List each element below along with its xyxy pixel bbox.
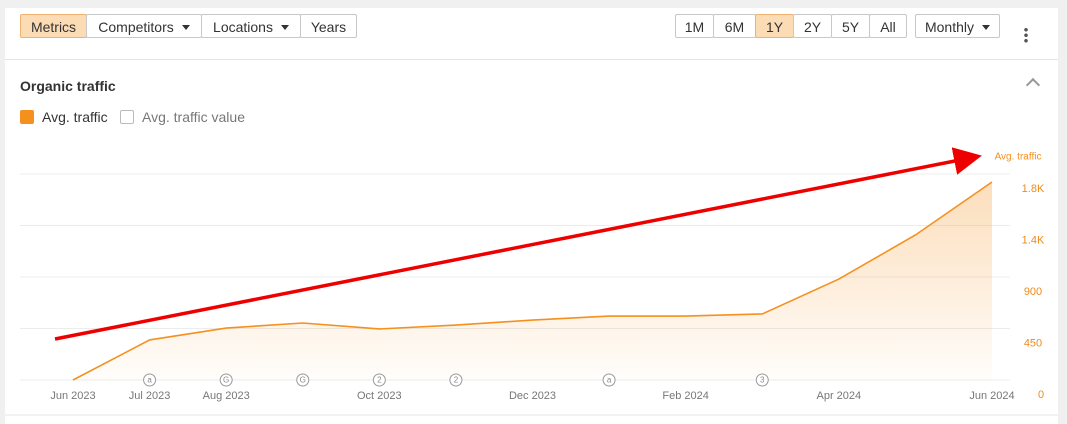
- event-marker-label: 3: [760, 376, 765, 385]
- checkbox-label: Avg. traffic value: [142, 109, 245, 125]
- tab[interactable]: Competitors: [86, 14, 202, 38]
- tab[interactable]: Years: [300, 14, 357, 38]
- range[interactable]: All: [869, 14, 907, 38]
- divider: [5, 59, 1058, 60]
- event-marker: [372, 373, 386, 387]
- annotation-arrow: [54, 147, 982, 341]
- line: [72, 181, 993, 381]
- range[interactable]: 5Y: [831, 14, 870, 38]
- event-marker-label: a: [147, 376, 152, 385]
- x-tick-label: Apr 2024: [817, 390, 862, 402]
- event-marker-label: G: [300, 376, 306, 385]
- tab-label: Locations: [213, 19, 273, 35]
- panel-title: Organic traffic: [20, 78, 116, 94]
- event-marker: [602, 373, 616, 387]
- event-marker-label: a: [607, 376, 612, 385]
- x-tick-label: Jun 2024: [969, 390, 1014, 402]
- tab-label: Years: [310, 19, 347, 35]
- y-tick-label: 1.8K: [1022, 183, 1045, 195]
- event-marker: [449, 373, 463, 387]
- event-marker-label: 2: [377, 376, 382, 385]
- range-label: All: [880, 19, 896, 35]
- x-tick-label: Oct 2023: [357, 390, 402, 402]
- event-marker: [296, 373, 310, 387]
- legend-label: Avg. traffic: [995, 152, 1042, 163]
- more-menu[interactable]: [1024, 27, 1028, 43]
- interval-select[interactable]: Monthly: [915, 14, 1000, 38]
- tab[interactable]: Metrics: [20, 14, 87, 38]
- range-label: 2Y: [803, 19, 822, 35]
- checkbox[interactable]: Avg. traffic value: [120, 109, 245, 125]
- x-tick-label: Feb 2024: [662, 390, 708, 402]
- tab-label: Competitors: [98, 19, 174, 35]
- x-tick-label: Dec 2023: [509, 390, 556, 402]
- range[interactable]: 2Y: [793, 14, 832, 38]
- checkbox-label: Avg. traffic: [42, 109, 108, 125]
- event-marker: [219, 373, 233, 387]
- y-tick-label: 450: [1024, 337, 1042, 349]
- area: [73, 182, 992, 380]
- y-tick-label: 1.4K: [1022, 234, 1045, 246]
- tab-label: Metrics: [30, 19, 77, 35]
- range[interactable]: 6M: [713, 14, 756, 38]
- y-tick-label: 900: [1024, 286, 1042, 298]
- range-label: 1Y: [765, 19, 784, 35]
- event-marker: [143, 373, 157, 387]
- x-tick-label: Aug 2023: [203, 390, 250, 402]
- y-tick-label: 0: [1038, 389, 1044, 401]
- x-tick-label: Jun 2023: [50, 390, 95, 402]
- event-marker-label: G: [223, 376, 229, 385]
- range-label: 1M: [684, 19, 705, 35]
- range-label: 5Y: [841, 19, 860, 35]
- checkbox[interactable]: Avg. traffic: [20, 109, 108, 125]
- range-label: 6M: [724, 19, 745, 35]
- range[interactable]: 1M: [675, 14, 714, 38]
- event-marker-label: 2: [454, 376, 459, 385]
- event-marker: [755, 373, 769, 387]
- range[interactable]: 1Y: [755, 14, 794, 38]
- interval-label: Monthly: [924, 19, 975, 35]
- tab[interactable]: Locations: [201, 14, 301, 38]
- x-tick-label: Jul 2023: [129, 390, 171, 402]
